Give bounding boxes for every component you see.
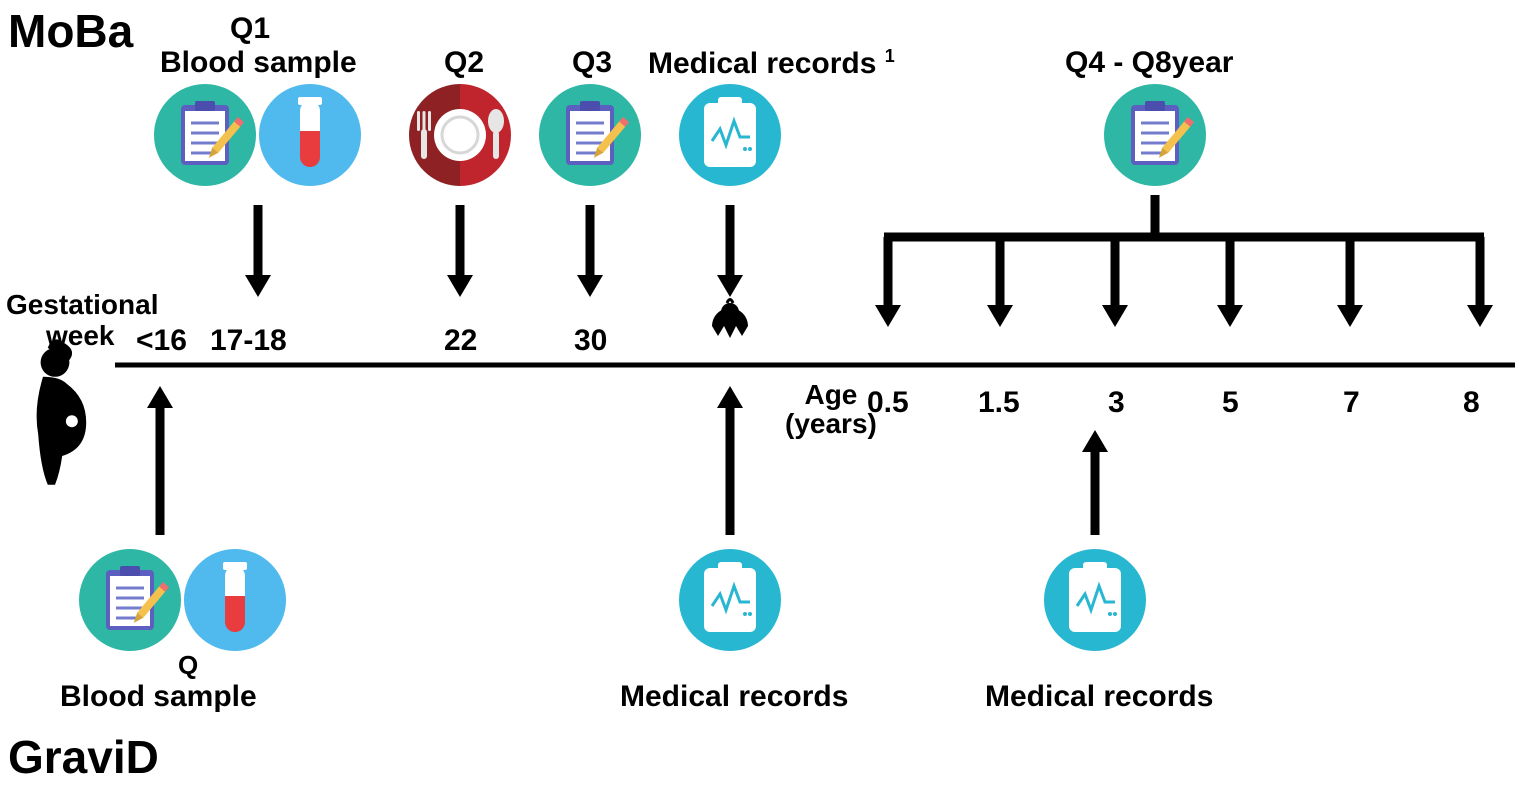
tick-22: 22: [444, 324, 477, 358]
gravid-clipboard-icon: [79, 549, 181, 651]
moba-q4-q8-clipboard-icon: [1104, 84, 1206, 186]
baby-icon: [712, 300, 748, 339]
moba-q2-meal-icon: [409, 84, 511, 186]
label-q1: Q1: [230, 12, 270, 46]
tick-17-18: 17-18: [210, 324, 287, 358]
label-medical-records-1: Medical records 1: [648, 46, 895, 81]
label-q2: Q2: [444, 46, 484, 80]
arrow-q3: [577, 205, 603, 297]
gravid-q-label: Q: [178, 650, 198, 681]
gravid-medrec-1: Medical records: [620, 680, 848, 714]
arrow-q1-bloodsample: [245, 205, 271, 297]
gravid-medical-records-2-icon: [1044, 549, 1146, 651]
label-q3: Q3: [572, 46, 612, 80]
arrow-q2: [447, 205, 473, 297]
medrec-text: Medical records: [648, 47, 885, 80]
arrow-gravid-medrec2: [1082, 430, 1108, 535]
age-7: 7: [1343, 386, 1360, 420]
age-5: 5: [1222, 386, 1239, 420]
label-blood-sample-top: Blood sample: [160, 46, 357, 80]
label-age-years: Age (years): [785, 380, 877, 439]
moba-medical-records-icon: [679, 84, 781, 186]
diagram-root: MoBa GraviD Q1 Blood sample Q2 Q3 Medica…: [0, 0, 1535, 788]
arrow-gravid-medrec1: [717, 386, 743, 535]
moba-title: MoBa: [8, 4, 133, 58]
gest-line2: week: [6, 320, 115, 351]
gravid-medrec-2: Medical records: [985, 680, 1213, 714]
gravid-medical-records-1-icon: [679, 549, 781, 651]
moba-blood-sample-icon: [259, 84, 361, 186]
age-line2: (years): [785, 408, 877, 439]
age-8: 8: [1463, 386, 1480, 420]
arrow-medrec: [717, 205, 743, 297]
gravid-blood-sample: Blood sample: [60, 680, 257, 714]
age-1-5: 1.5: [978, 386, 1020, 420]
age-3: 3: [1108, 386, 1125, 420]
gravid-blood-sample-icon: [184, 549, 286, 651]
pregnant-woman-icon: [37, 339, 87, 484]
tick-lt16: <16: [136, 324, 187, 358]
tick-30: 30: [574, 324, 607, 358]
medrec-sup: 1: [885, 46, 895, 66]
bracket-q4-q8: [875, 195, 1493, 327]
moba-q3-clipboard-icon: [539, 84, 641, 186]
gest-line1: Gestational: [6, 289, 158, 320]
arrow-gravid-blood: [147, 386, 173, 535]
moba-q1-clipboard-icon: [154, 84, 256, 186]
age-0-5: 0.5: [867, 386, 909, 420]
age-line1: Age: [804, 379, 857, 410]
gravid-title: GraviD: [8, 730, 159, 784]
svg-overlay: [0, 0, 1535, 788]
label-q4-q8year: Q4 - Q8year: [1065, 46, 1233, 80]
